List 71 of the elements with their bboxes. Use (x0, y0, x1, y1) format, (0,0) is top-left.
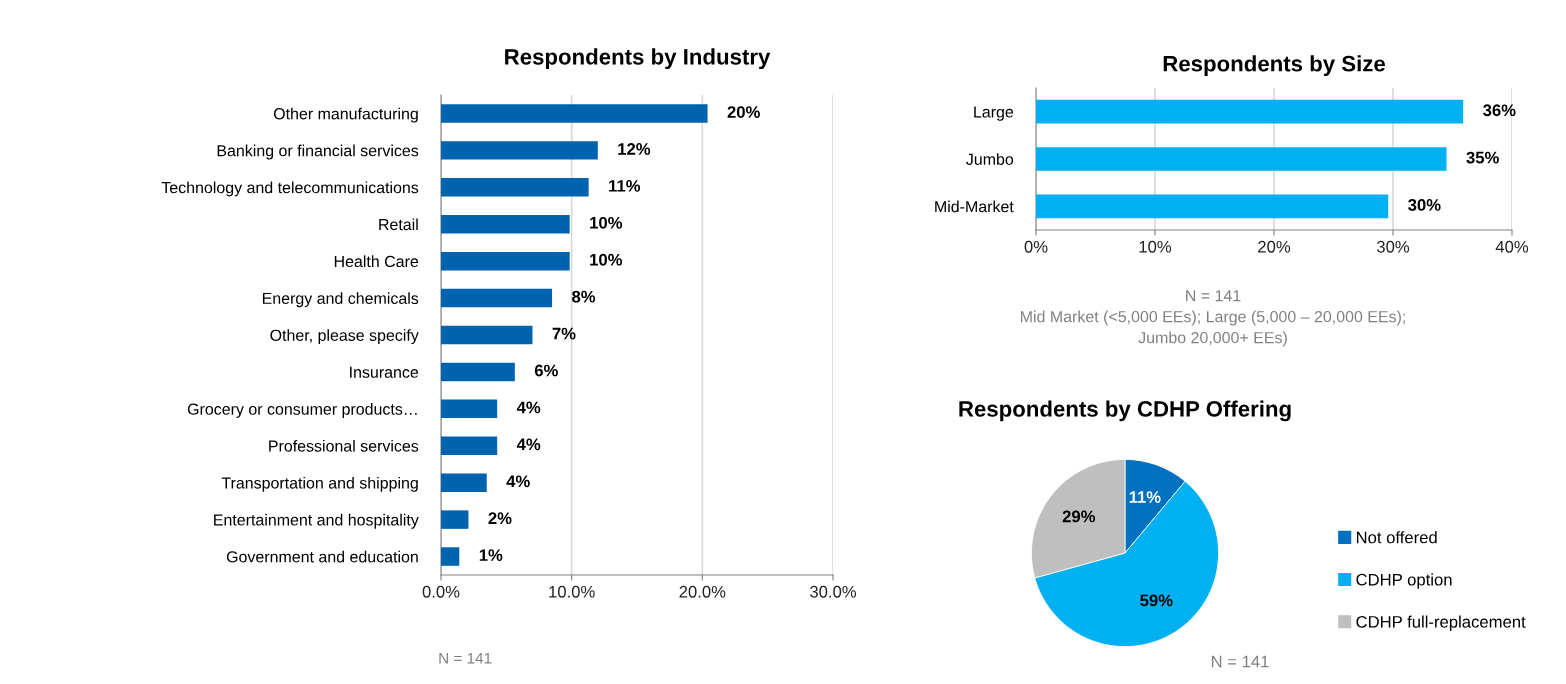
y-tick-label: Grocery or consumer products… (187, 403, 417, 418)
y-tick-label: Government and education (226, 550, 418, 563)
bar (441, 510, 469, 529)
data-label: 12% (618, 143, 651, 155)
y-tick-label: Professional services (269, 439, 419, 452)
x-tick-label: 20% (1258, 240, 1291, 253)
bar (441, 399, 498, 419)
y-tick-label: Technology and telecommunications (161, 181, 419, 197)
x-tick-label: 10.0% (549, 585, 595, 598)
y-tick-label: Entertainment and hospitality (214, 513, 419, 529)
bar (441, 178, 589, 197)
bar (441, 547, 460, 566)
bar (441, 325, 533, 345)
bar (441, 288, 553, 308)
chart-title: Respondents by Industry (505, 48, 771, 70)
bar (1036, 99, 1464, 124)
text: Mid Market (<5,000 EEs); Large (5,000 – 20,000 EEs); (1021, 310, 1405, 326)
chart-title: Respondents by Size (1163, 55, 1385, 76)
bar (1036, 147, 1447, 171)
data-label: 10% (590, 253, 623, 266)
text: N = 141 (1211, 655, 1269, 668)
bar (441, 141, 598, 160)
y-tick-label: Health Care (334, 255, 419, 268)
x-tick-label: 0.0% (422, 585, 460, 598)
data-label: 7% (552, 327, 576, 340)
legend-label: Not offered (1356, 531, 1437, 544)
y-tick-label: Energy and chemicals (262, 292, 419, 308)
data-label: 8% (572, 290, 596, 303)
data-label: 4% (516, 438, 541, 451)
x-tick-label: 0% (1024, 240, 1048, 253)
x-tick-label: 10% (1139, 240, 1172, 253)
y-tick-label: Transportation and shipping (221, 476, 418, 492)
data-label: 30% (1408, 199, 1441, 211)
bar (441, 473, 487, 492)
bar (441, 362, 515, 382)
y-tick-label: Mid-Market (935, 200, 1014, 213)
data-label: 29% (1062, 510, 1096, 523)
x-tick-label: 30.0% (810, 585, 857, 598)
bar (441, 215, 570, 234)
data-label: 4% (506, 475, 530, 488)
bar (441, 104, 708, 123)
y-tick-label: Jumbo (966, 153, 1014, 165)
data-label: 6% (534, 364, 558, 377)
y-tick-label: Retail (379, 218, 418, 231)
x-tick-label: 30% (1376, 240, 1410, 253)
x-tick-label: 20.0% (679, 585, 726, 598)
chart-title: Respondents by CDHP Offering (959, 400, 1291, 422)
bar (1036, 194, 1389, 219)
text: N = 141 (439, 652, 492, 664)
data-label: 35% (1466, 151, 1499, 164)
data-label: 10% (590, 216, 623, 229)
y-tick-label: Large (974, 106, 1014, 121)
text: Jumbo 20,000+ EEs) (1138, 331, 1287, 347)
legend-label: CDHP full-replacement (1356, 615, 1526, 632)
x-tick-label: 40% (1495, 240, 1529, 253)
bar (441, 436, 498, 455)
data-label: 20% (727, 106, 760, 118)
data-label: 1% (479, 549, 503, 561)
bar (441, 251, 570, 271)
data-label: 11% (609, 180, 641, 192)
y-tick-label: Insurance (350, 366, 419, 378)
legend-label: CDHP option (1356, 573, 1452, 589)
data-label: 59% (1140, 594, 1173, 607)
data-label: 36% (1483, 104, 1516, 117)
y-tick-label: Banking or financial services (217, 144, 419, 160)
y-tick-label: Other, please specify (270, 329, 419, 345)
data-label: 2% (488, 512, 512, 525)
y-tick-label: Other manufacturing (273, 107, 418, 123)
text: N = 141 (1186, 290, 1241, 302)
data-label: 11% (1129, 491, 1161, 503)
data-label: 4% (516, 401, 541, 414)
